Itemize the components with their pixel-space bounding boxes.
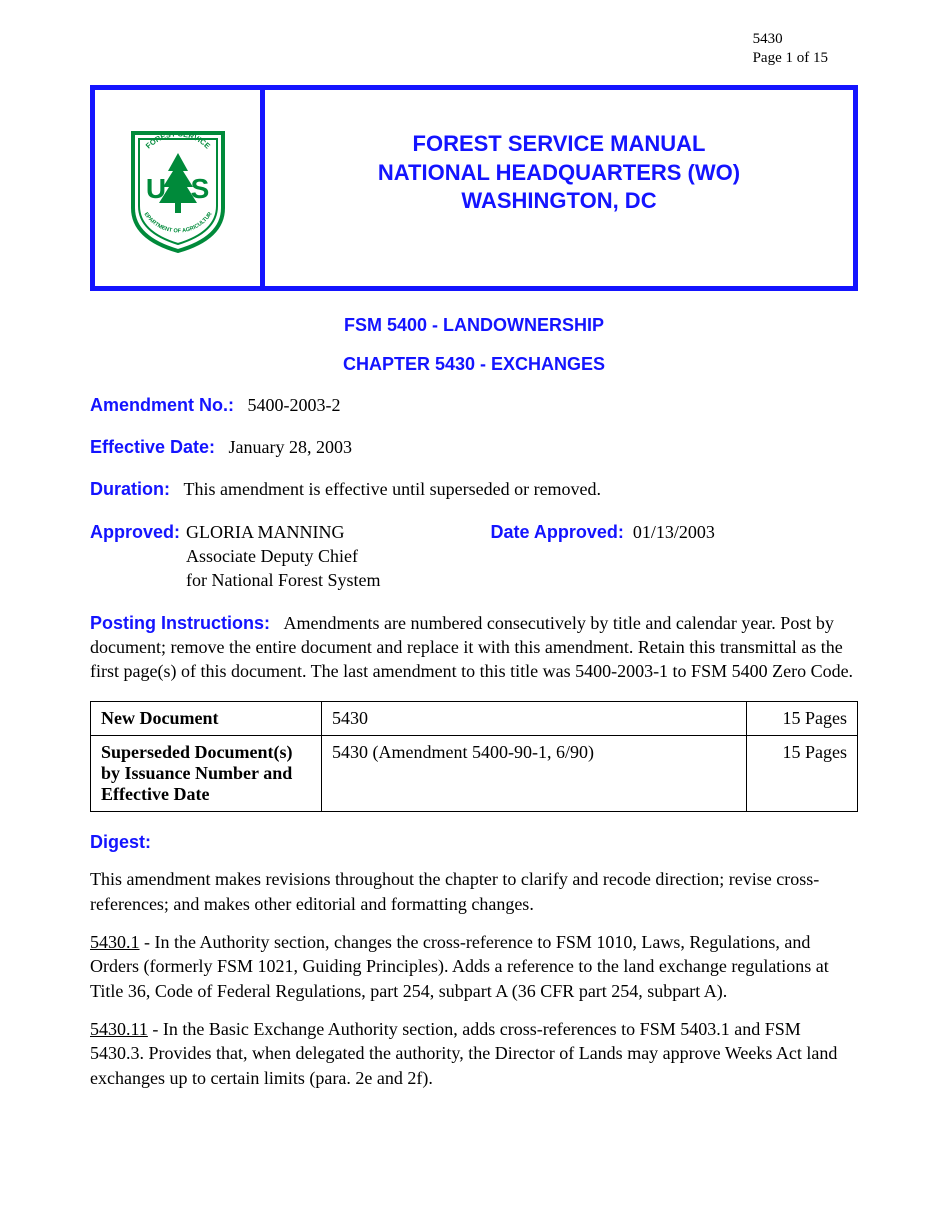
table-cell-new-doc-label: New Document: [91, 702, 322, 736]
document-table: New Document 5430 15 Pages Superseded Do…: [90, 701, 858, 812]
meta-block: Amendment No.: 5400-2003-2 Effective Dat…: [90, 393, 858, 593]
table-cell-new-doc-value: 5430: [322, 702, 747, 736]
title-box: U S FOREST SERVICE DEPARTMENT OF AGRICUL…: [90, 85, 858, 291]
approved-title-2: for National Forest System: [186, 568, 380, 592]
title-cell: FOREST SERVICE MANUAL NATIONAL HEADQUART…: [265, 90, 853, 286]
subheading-1: FSM 5400 - LANDOWNERSHIP: [90, 315, 858, 336]
digest-item-1: 5430.1 - In the Authority section, chang…: [90, 930, 858, 1003]
approved-left: Approved: GLORIA MANNING Associate Deput…: [90, 520, 380, 593]
duration-value: This amendment is effective until supers…: [175, 479, 602, 499]
posting-label: Posting Instructions:: [90, 613, 270, 633]
forest-service-shield-icon: U S FOREST SERVICE DEPARTMENT OF AGRICUL…: [123, 123, 233, 253]
date-approved-block: Date Approved: 01/13/2003: [490, 520, 714, 544]
approved-label: Approved:: [90, 520, 180, 593]
table-row: New Document 5430 15 Pages: [91, 702, 858, 736]
svg-text:S: S: [190, 173, 209, 204]
amendment-label: Amendment No.:: [90, 395, 234, 415]
digest-intro: This amendment makes revisions throughou…: [90, 867, 858, 916]
digest-item-2-text: - In the Basic Exchange Authority sectio…: [90, 1019, 837, 1088]
subheadings: FSM 5400 - LANDOWNERSHIP CHAPTER 5430 - …: [90, 315, 858, 375]
digest-item-1-code: 5430.1: [90, 932, 140, 952]
table-cell-superseded-label: Superseded Document(s) by Issuance Numbe…: [91, 736, 322, 812]
title-line-1: FOREST SERVICE MANUAL: [413, 130, 706, 159]
effective-date-value: January 28, 2003: [220, 437, 352, 457]
subheading-2: CHAPTER 5430 - EXCHANGES: [90, 354, 858, 375]
approved-name: GLORIA MANNING: [186, 520, 380, 544]
digest-item-2: 5430.11 - In the Basic Exchange Authorit…: [90, 1017, 858, 1090]
amendment-row: Amendment No.: 5400-2003-2: [90, 393, 858, 417]
digest-heading: Digest:: [90, 832, 858, 853]
duration-row: Duration: This amendment is effective un…: [90, 477, 858, 501]
date-approved-value: 01/13/2003: [628, 522, 715, 542]
approved-name-block: GLORIA MANNING Associate Deputy Chief fo…: [186, 520, 380, 593]
logo-cell: U S FOREST SERVICE DEPARTMENT OF AGRICUL…: [95, 90, 265, 286]
date-approved-label: Date Approved:: [490, 522, 623, 542]
approved-row: Approved: GLORIA MANNING Associate Deput…: [90, 520, 858, 593]
table-cell-superseded-value: 5430 (Amendment 5400-90-1, 6/90): [322, 736, 747, 812]
amendment-value: 5400-2003-2: [239, 395, 341, 415]
title-line-3: WASHINGTON, DC: [461, 187, 656, 216]
digest-item-1-text: - In the Authority section, changes the …: [90, 932, 829, 1001]
effective-date-label: Effective Date:: [90, 437, 215, 457]
svg-text:U: U: [145, 173, 165, 204]
digest-item-2-code: 5430.11: [90, 1019, 148, 1039]
page-header: 5430 Page 1 of 15: [753, 30, 828, 68]
effective-date-row: Effective Date: January 28, 2003: [90, 435, 858, 459]
posting-instructions: Posting Instructions: Amendments are num…: [90, 611, 858, 684]
doc-number: 5430: [753, 30, 828, 49]
approved-title-1: Associate Deputy Chief: [186, 544, 380, 568]
title-line-2: NATIONAL HEADQUARTERS (WO): [378, 159, 740, 188]
page-container: 5430 Page 1 of 15 U S FOREST SERVICE DEP…: [0, 0, 948, 1130]
page-number: Page 1 of 15: [753, 49, 828, 68]
table-row: Superseded Document(s) by Issuance Numbe…: [91, 736, 858, 812]
table-cell-new-doc-pages: 15 Pages: [747, 702, 858, 736]
table-cell-superseded-pages: 15 Pages: [747, 736, 858, 812]
duration-label: Duration:: [90, 479, 170, 499]
